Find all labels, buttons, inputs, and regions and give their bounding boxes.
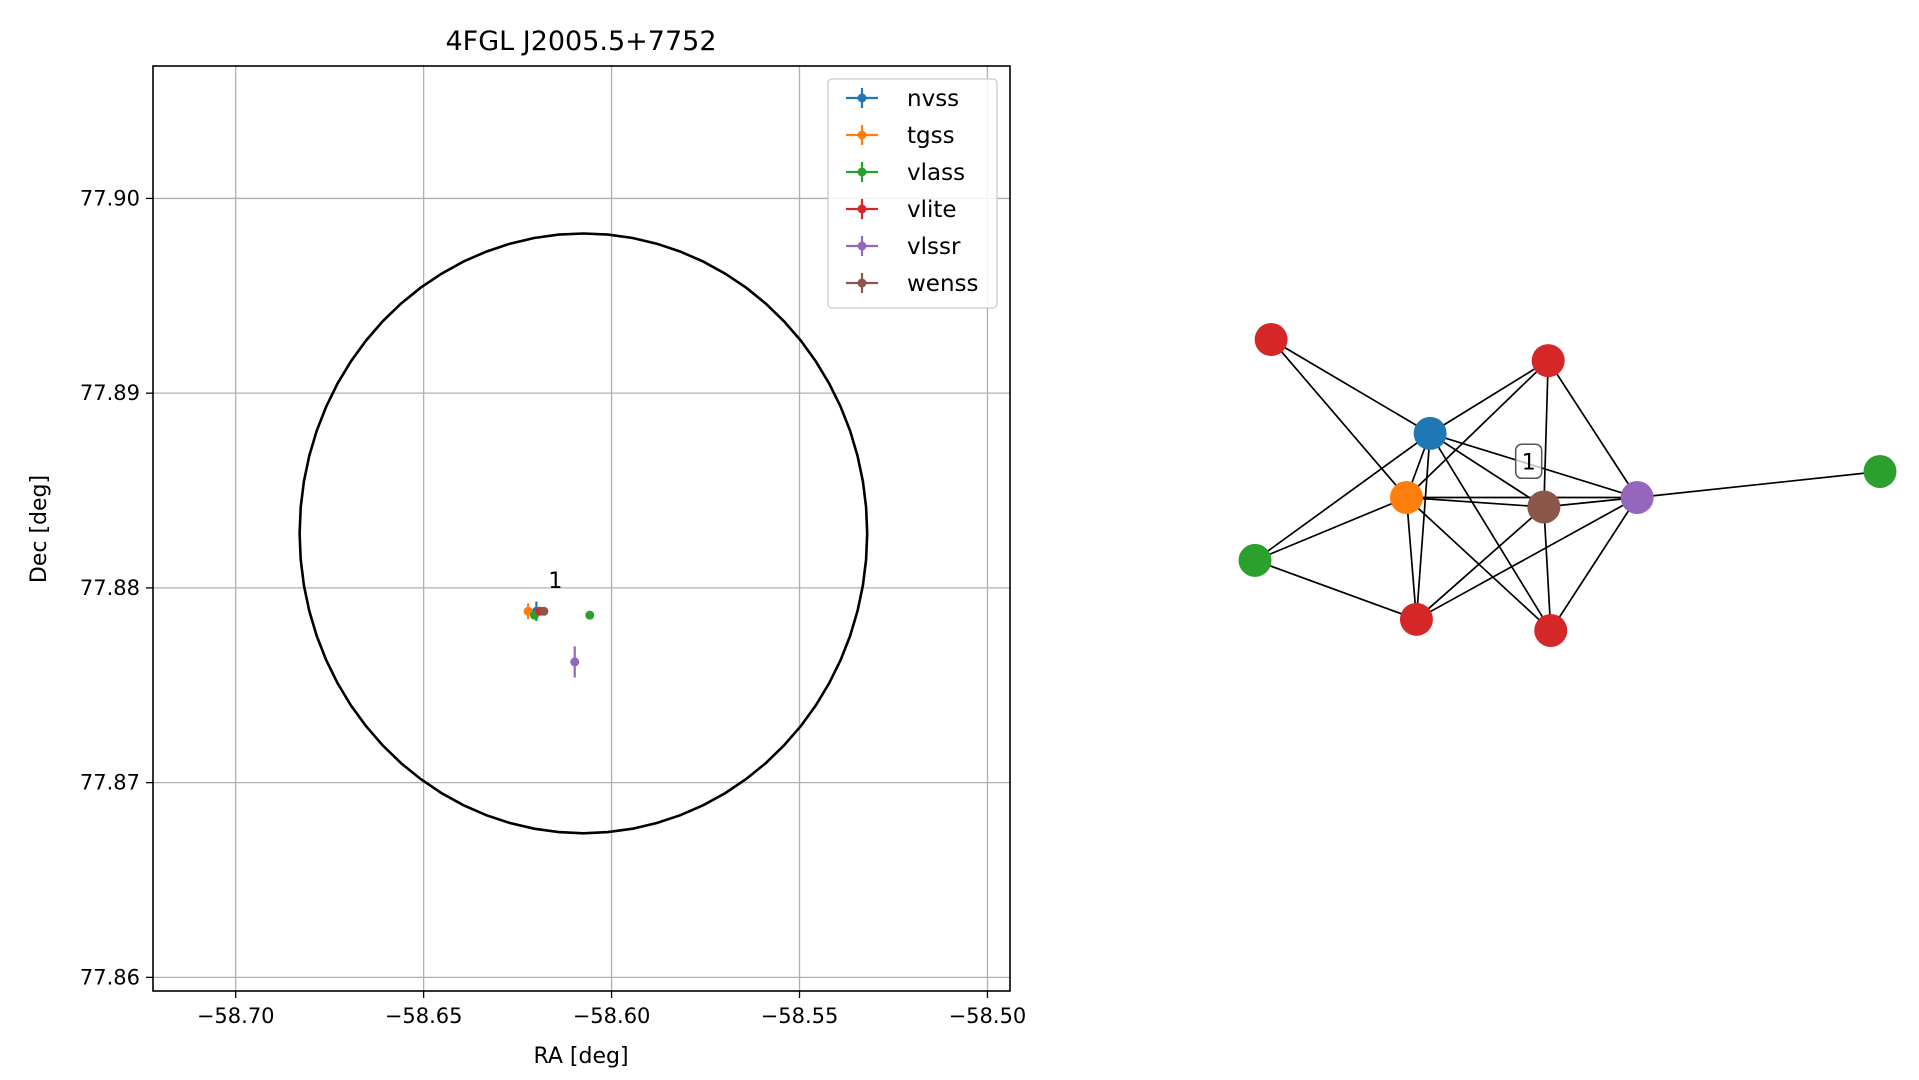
network-node — [1399, 602, 1433, 636]
y-tick-label: 77.87 — [80, 771, 140, 795]
network-edge — [1270, 338, 1431, 435]
legend-label: vlass — [907, 160, 965, 186]
legend-marker-dot — [857, 130, 867, 140]
x-tick-label: −58.70 — [197, 1004, 275, 1028]
legend-label: vlite — [907, 197, 957, 223]
x-tick-label: −58.55 — [761, 1004, 839, 1028]
chart-title: 4FGL J2005.5+7752 — [445, 26, 716, 57]
legend-entry-tgss: tgss — [846, 123, 955, 149]
network-node — [1390, 481, 1423, 515]
x-tick-label: −58.65 — [385, 1004, 463, 1028]
network-edge — [1254, 496, 1407, 562]
network-edge — [1550, 497, 1638, 631]
network-annotations: 1 — [1514, 443, 1543, 480]
data-point — [570, 657, 580, 667]
legend-label: nvss — [907, 86, 959, 112]
network-node — [1620, 481, 1654, 515]
legend: nvss tgss vlass vlite vlssr wenss — [827, 78, 998, 309]
legend-entry-nvss: nvss — [846, 86, 959, 112]
y-tick-label: 77.86 — [80, 965, 140, 989]
legend-entry-wenss: wenss — [846, 271, 979, 297]
x-axis-label: RA [deg] — [533, 1044, 628, 1069]
network-edge — [1543, 360, 1550, 508]
scatter-annotations: 1 — [548, 569, 562, 594]
scatter-panel: −58.70 −58.65 −58.60 −58.55 −58.50 77.8677.8… — [27, 26, 1026, 1069]
legend-entries: nvss tgss vlass vlite vlssr wenss — [846, 86, 979, 297]
network-node — [1413, 416, 1447, 450]
legend-marker-dot — [857, 93, 867, 103]
network-edge — [1543, 506, 1552, 631]
legend-label: tgss — [907, 123, 955, 149]
point-annotation: 1 — [548, 569, 562, 594]
data-point — [539, 606, 549, 616]
network-edge — [1406, 496, 1544, 508]
x-axis-ticks: −58.70 −58.65 −58.60 −58.55 −58.50 — [197, 991, 1026, 1028]
network-annotation-label: 1 — [1522, 450, 1536, 475]
uncertainty-ellipse — [298, 232, 869, 835]
network-node — [1534, 613, 1568, 647]
network-edge — [1429, 432, 1545, 508]
network-annotation-box — [1514, 443, 1543, 480]
network-edge — [1254, 559, 1417, 621]
data-points-layer — [523, 601, 595, 678]
network-nodes — [1238, 323, 1897, 647]
legend-entry-vlass: vlass — [846, 160, 965, 186]
series-wenss — [539, 606, 549, 616]
legend-label: wenss — [907, 271, 979, 297]
legend-label: vlssr — [907, 234, 961, 260]
x-tick-label: −58.60 — [573, 1004, 651, 1028]
y-axis-ticks: 77.86 77.87 77.88 77.89 77.90 — [80, 186, 153, 989]
legend-box — [827, 78, 998, 309]
network-edge — [1415, 433, 1431, 620]
x-tick-label: −58.50 — [949, 1004, 1027, 1028]
network-node — [1863, 454, 1897, 488]
legend-marker-dot — [857, 167, 867, 177]
network-edge — [1547, 360, 1638, 498]
y-axis-label: Dec [deg] — [27, 475, 52, 583]
plot-frame — [152, 65, 1011, 992]
series-vlssr — [570, 646, 580, 678]
y-tick-label: 77.88 — [80, 576, 140, 600]
uncertainty-ellipse-layer — [298, 232, 869, 835]
network-edge — [1429, 359, 1549, 435]
network-edge — [1637, 470, 1881, 499]
legend-marker-dot — [857, 241, 867, 251]
y-tick-label: 77.89 — [80, 381, 140, 405]
network-edge — [1270, 338, 1408, 499]
network-edge — [1405, 497, 1418, 620]
y-tick-label: 77.90 — [80, 186, 140, 210]
network-node — [1527, 490, 1561, 524]
legend-entry-vlssr: vlssr — [846, 234, 961, 260]
network-edge — [1416, 496, 1638, 621]
network-panel: 1 — [1238, 323, 1897, 647]
network-node — [1531, 344, 1565, 378]
legend-marker-dot — [857, 204, 867, 214]
network-edge — [1415, 506, 1545, 620]
data-point — [585, 610, 595, 620]
legend-entry-vlite: vlite — [846, 197, 957, 223]
network-edge — [1429, 432, 1552, 631]
network-edge — [1254, 432, 1431, 562]
legend-marker-dot — [857, 278, 867, 288]
network-node — [1254, 323, 1288, 357]
network-node — [1238, 543, 1272, 577]
network-edge — [1405, 359, 1549, 499]
